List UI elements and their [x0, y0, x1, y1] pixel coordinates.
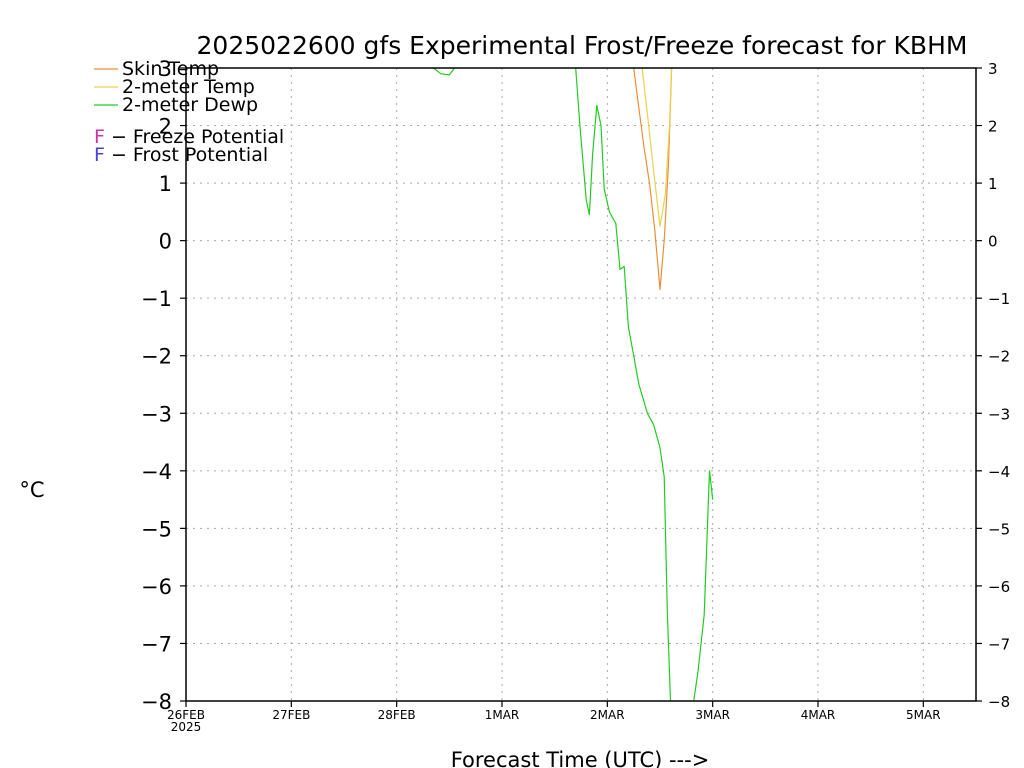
y-tick-label-left: −6 [141, 575, 172, 599]
y-tick-label-left: 1 [159, 172, 172, 196]
x-tick-label: 3MAR [695, 708, 730, 722]
plot-frame [185, 67, 977, 702]
x-axis-label: Forecast Time (UTC) ---> [451, 748, 710, 768]
y-tick-label-right: 1 [988, 175, 998, 193]
x-tick-label: 26FEB [167, 708, 205, 722]
y-tick-label-left: −7 [141, 632, 172, 656]
y-tick-label-right: −6 [988, 578, 1010, 596]
y-tick-label-left: 3 [159, 57, 172, 81]
x-tick-label: 5MAR [906, 708, 941, 722]
legend: Skin Temp 2-meter Temp 2-meter Dewp F − … [94, 58, 284, 166]
legend-frost: F − Frost Potential [94, 144, 268, 166]
y-tick-label-right: −2 [988, 348, 1010, 366]
y-tick-label-left: −1 [141, 287, 172, 311]
y-axis-ticks: 3 3 2 2 1 1 0 0 −1 −1 −2 −2 −3 −3 −4 −4 −5 −5 −6 −6 −7 −7 −8 −8 [141, 57, 1010, 714]
y-tick-label-right: −8 [988, 693, 1010, 711]
x-tick-sublabel: 2025 [171, 720, 202, 734]
x-tick-label: 4MAR [801, 708, 836, 722]
legend-frost-text: − Frost Potential [105, 144, 268, 166]
y-tick-label-right: −1 [988, 290, 1010, 308]
y-axis-label: °C [19, 478, 44, 502]
series-line-2-meter-temp [641, 67, 673, 227]
legend-freeze: F − Freeze Potential [94, 126, 284, 148]
chart-title: 2025022600 gfs Experimental Frost/Freeze… [197, 31, 968, 60]
y-tick-label-right: 2 [988, 118, 998, 136]
series-line-2-meter-dewp [433, 67, 714, 702]
y-tick-label-right: −5 [988, 520, 1010, 538]
series-lines [433, 67, 714, 702]
x-tick-label: 1MAR [485, 708, 520, 722]
y-tick-label-left: 0 [159, 230, 172, 254]
y-tick-label-left: −3 [141, 402, 172, 426]
legend-frost-letter: F [94, 144, 105, 166]
y-tick-label-left: −4 [141, 460, 172, 484]
y-tick-label-left: −8 [141, 690, 172, 714]
legend-freeze-text: − Freeze Potential [105, 126, 284, 148]
y-tick-label-right: −7 [988, 635, 1010, 653]
x-tick-label: 2MAR [590, 708, 625, 722]
legend-freeze-letter: F [94, 126, 105, 148]
x-tick-label: 27FEB [272, 708, 310, 722]
y-tick-label-left: −2 [141, 345, 172, 369]
grid-lines [186, 68, 976, 701]
y-tick-label-right: −4 [988, 463, 1010, 481]
y-tick-label-left: 2 [159, 115, 172, 139]
y-tick-label-left: −5 [141, 517, 172, 541]
y-tick-label-right: 0 [988, 233, 998, 251]
legend-label-dewp: 2-meter Dewp [122, 94, 258, 116]
legend-label-skin: Skin Temp [122, 58, 219, 80]
y-tick-label-right: −3 [988, 405, 1010, 423]
y-tick-label-right: 3 [988, 60, 998, 78]
legend-label-temp2m: 2-meter Temp [122, 76, 255, 98]
x-tick-label: 28FEB [378, 708, 416, 722]
